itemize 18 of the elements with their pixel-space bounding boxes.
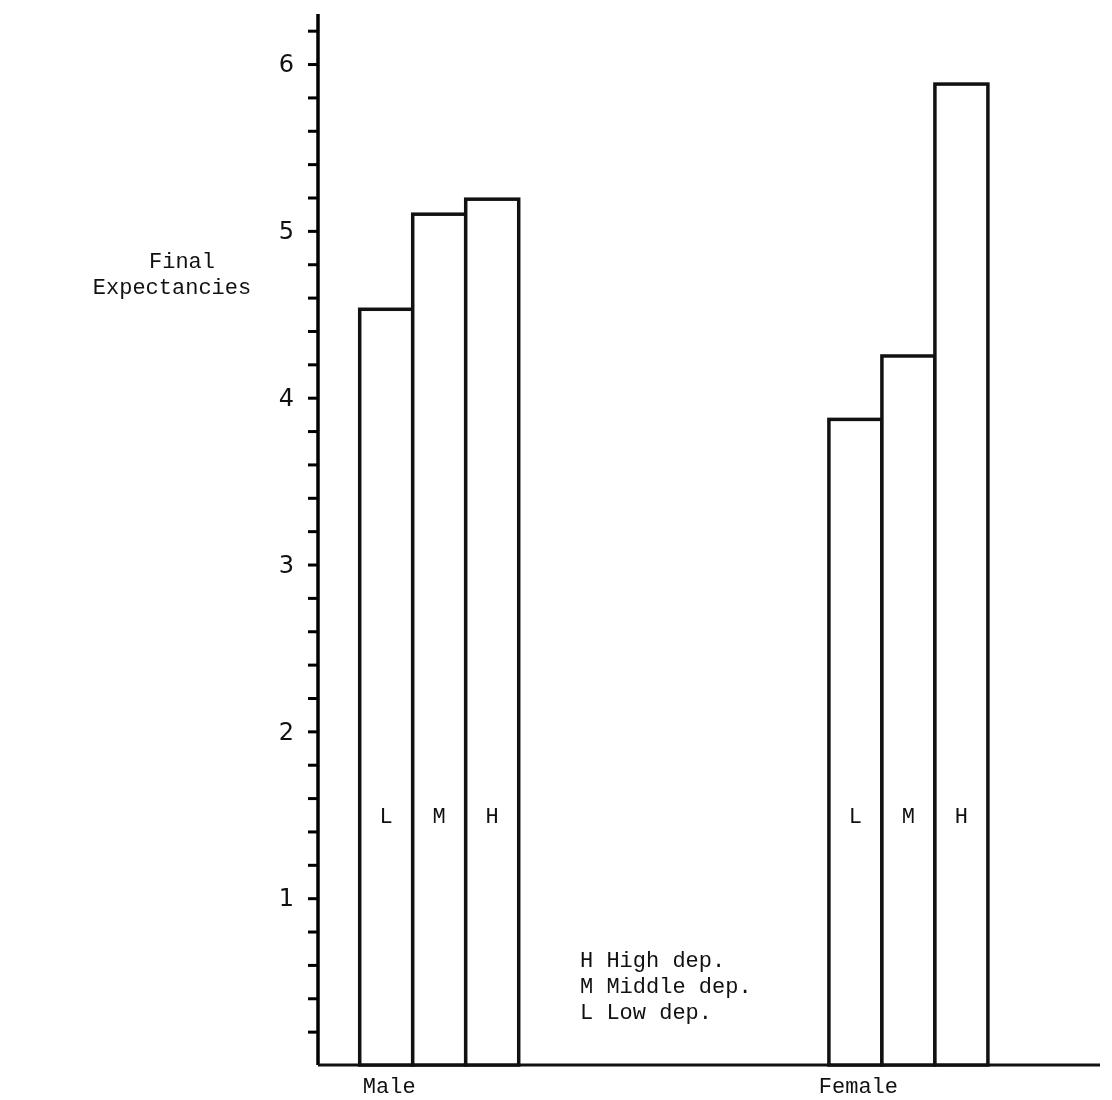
text: H: [485, 805, 499, 831]
series-label: M: [432, 805, 446, 831]
y-tick-label: 6: [278, 50, 294, 79]
annotation: M Middle dep.: [580, 975, 752, 1000]
y-tick-label: 3: [278, 550, 294, 579]
series-label: H: [954, 805, 969, 831]
y-tick-label: 2: [278, 717, 294, 746]
y-tick-label: 5: [278, 217, 294, 246]
text: M: [901, 805, 916, 831]
y-tick-label: 1: [278, 884, 294, 913]
text: L: [848, 805, 863, 831]
x-tick-label: Female: [818, 1075, 899, 1100]
annotation: L Low dep.: [580, 1001, 713, 1026]
y-axis-title: Final Expectancies: [92, 250, 252, 301]
series-label: L: [379, 805, 393, 831]
annotation: H High dep.: [580, 949, 726, 974]
y-tick-label: 4: [278, 383, 294, 412]
x-tick-label: Male: [362, 1075, 416, 1100]
